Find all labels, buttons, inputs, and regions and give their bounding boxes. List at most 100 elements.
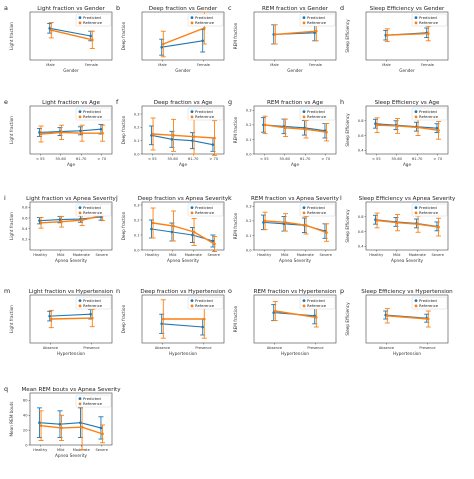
legend-box	[75, 13, 112, 27]
x-axis-label: Gender	[287, 68, 303, 73]
series-line	[153, 133, 215, 139]
data-point	[99, 426, 103, 430]
legend-marker	[190, 299, 194, 302]
series-line	[40, 131, 103, 135]
data-point	[39, 221, 43, 225]
series-0	[148, 125, 216, 152]
x-axis-label: Apnea Severity	[55, 258, 87, 263]
data-point	[191, 233, 194, 237]
x-tick-label: > 70	[209, 157, 218, 161]
legend-marker	[302, 115, 306, 119]
panel-label: j	[115, 194, 118, 202]
y-tick-label: 0.6	[358, 134, 364, 138]
data-point	[58, 218, 62, 221]
panel-label: m	[4, 287, 10, 295]
data-point	[386, 33, 389, 37]
legend-label: Predicted	[307, 298, 325, 303]
x-tick-label: Severe	[96, 448, 109, 452]
x-tick-label: > 70	[97, 157, 106, 161]
x-tick-label: Absence	[267, 346, 283, 350]
y-tick-label: 0.3	[246, 205, 252, 209]
y-axis-label: Sleep Efficiency	[345, 209, 350, 243]
panel-n: n Deep fraction vs Hypertension Absence Pre…	[116, 287, 226, 356]
legend-label: Reference	[307, 114, 327, 119]
data-point	[437, 225, 440, 229]
data-point	[89, 34, 92, 38]
legend-label: Predicted	[419, 109, 437, 114]
panel-title: Sleep Efficiency vs Gender	[370, 6, 445, 12]
data-point	[60, 426, 63, 430]
x-axis-label: Hypertension	[169, 351, 197, 356]
data-point	[91, 316, 94, 320]
x-tick-label: Healthy	[369, 253, 384, 257]
legend-marker	[414, 304, 418, 308]
legend-marker	[78, 211, 82, 215]
y-axis-label: Deep fraction	[121, 21, 126, 50]
legend-label: Predicted	[83, 15, 101, 20]
data-point	[375, 123, 379, 127]
x-axis-label: Gender	[175, 68, 191, 73]
series-line	[376, 219, 439, 228]
data-point	[101, 131, 104, 135]
y-tick-label: 0.4	[22, 227, 28, 231]
data-point	[201, 39, 204, 43]
legend-box	[411, 203, 448, 217]
panel-b: b Deep fraction vs Gender Male Female Gender…	[116, 4, 225, 73]
panel-title: REM fraction vs Gender	[262, 6, 329, 12]
y-tick-label: 0.8	[358, 119, 364, 123]
legend-marker	[190, 115, 194, 119]
y-tick-label: 60	[23, 399, 28, 403]
legend-box	[411, 296, 448, 310]
series-line	[377, 124, 439, 132]
data-point	[38, 421, 41, 425]
data-point	[213, 136, 216, 140]
x-tick-label: Presence	[419, 346, 436, 350]
data-point	[160, 322, 163, 326]
legend-label: Predicted	[307, 205, 325, 210]
x-tick-label: 61-70	[188, 157, 199, 161]
y-tick-label: 0.0	[134, 152, 140, 156]
legend-box	[75, 394, 112, 408]
panel-f: f Deep fraction vs Age 0.0 0.1 0.2 0.3 < 55 55-…	[116, 98, 225, 167]
x-tick-label: 55-60	[392, 157, 403, 161]
data-point	[79, 421, 82, 425]
legend-marker	[302, 16, 306, 19]
series-line	[163, 27, 205, 45]
legend-marker	[414, 211, 418, 215]
series-line	[265, 220, 327, 234]
y-axis-label: REM fraction	[233, 116, 238, 143]
legend-box	[299, 107, 336, 121]
legend-marker	[78, 402, 82, 406]
y-tick-label: 0.6	[22, 216, 28, 220]
panel-title: Sleep Efficiency vs Hypertension	[361, 289, 453, 295]
y-tick-label: 0.0	[246, 248, 252, 252]
panel-title: Light fraction vs Age	[42, 100, 100, 106]
data-point	[325, 130, 328, 134]
data-point	[211, 239, 215, 243]
series-0	[36, 407, 104, 440]
legend-marker	[414, 21, 418, 25]
series-line	[39, 422, 102, 429]
legend-label: Predicted	[83, 109, 101, 114]
panel-label: c	[228, 4, 232, 12]
y-tick-label: 0.0	[246, 152, 252, 156]
y-tick-label: 0.1	[246, 234, 252, 238]
legend-marker	[414, 206, 418, 210]
data-point	[274, 33, 277, 36]
legend-label: Reference	[83, 20, 103, 25]
legend-box	[187, 203, 224, 217]
panel-m: m Light fraction vs Hypertension Absence Pr…	[4, 287, 114, 356]
legend-marker	[78, 110, 82, 113]
data-point	[416, 126, 420, 129]
data-point	[99, 127, 103, 131]
y-tick-label: 0.3	[134, 203, 140, 207]
panel-label: g	[228, 98, 232, 106]
x-tick-label: Female	[309, 63, 323, 67]
series-1	[48, 22, 95, 49]
panel-k: k REM fraction vs Apnea Severity 0.0 0.1 0.2…	[228, 194, 340, 263]
